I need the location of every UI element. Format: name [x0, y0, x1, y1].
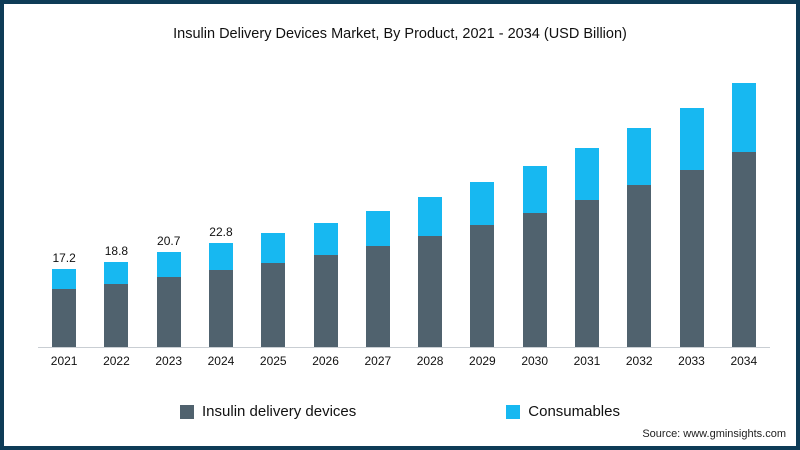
bar-segment-consumables — [574, 148, 599, 200]
bar-segment-consumables — [365, 211, 390, 246]
bar-segment-consumables — [522, 166, 547, 213]
devices-swatch-icon — [180, 404, 195, 419]
bar-stack — [208, 243, 233, 347]
chart-title: Insulin Delivery Devices Market, By Prod… — [173, 26, 627, 42]
bar-column — [404, 197, 456, 347]
bar-stack — [52, 269, 77, 347]
bar-segment-consumables — [156, 252, 181, 277]
bar-value-label: 22.8 — [209, 225, 233, 239]
bar-segment-devices — [418, 236, 443, 347]
year-label: 2025 — [259, 354, 287, 368]
bar-segment-consumables — [731, 83, 756, 152]
x-axis-labels: 2021 2022 2023 2024 2025 2026 2027 2028 2029 2030… — [38, 348, 770, 368]
bar-column: 17.2 — [38, 251, 90, 347]
legend-label-devices: Insulin delivery devices — [202, 403, 357, 420]
year-label: 2032 — [625, 354, 653, 368]
bar-segment-devices — [104, 284, 129, 347]
bar-segment-devices — [208, 270, 233, 347]
year-label: 2029 — [469, 354, 496, 368]
bar-column — [718, 83, 770, 347]
bar-segment-consumables — [679, 108, 704, 170]
legend-label-consumables: Consumables — [528, 403, 620, 420]
bar-column: 18.8 — [90, 244, 142, 347]
bar-stack — [418, 197, 443, 347]
year-label: 2033 — [678, 354, 705, 368]
bar-column — [613, 128, 665, 347]
bar-segment-devices — [522, 213, 547, 347]
legend: Insulin delivery devices Consumables — [4, 387, 796, 420]
plot-area: 17.2 18.8 20.7 22.8 — [38, 50, 770, 348]
year-label: 2030 — [521, 354, 549, 368]
year-label: 2021 — [50, 354, 78, 368]
bar-segment-consumables — [261, 233, 286, 263]
bar-stack — [574, 148, 599, 347]
bar-column: 22.8 — [195, 225, 247, 347]
year-label: 2031 — [573, 354, 601, 368]
bar-segment-devices — [731, 152, 756, 347]
bar-column — [561, 148, 613, 347]
bar-value-label: 20.7 — [157, 234, 181, 248]
bar-segment-consumables — [313, 223, 338, 255]
bar-segment-devices — [470, 225, 495, 347]
consumables-swatch-icon — [506, 404, 521, 419]
year-label: 2024 — [207, 354, 235, 368]
bar-stack — [522, 166, 547, 347]
bar-stack — [261, 233, 286, 347]
legend-item-consumables: Consumables — [506, 403, 620, 420]
bar-stack — [627, 128, 652, 347]
bar-segment-consumables — [52, 269, 77, 289]
bar-column: 20.7 — [143, 234, 195, 347]
bar-segment-devices — [574, 200, 599, 347]
bar-value-label: 18.8 — [104, 244, 129, 258]
bar-segment-devices — [627, 185, 652, 347]
bar-segment-consumables — [104, 262, 129, 284]
bar-stack — [104, 262, 129, 347]
bar-segment-consumables — [208, 243, 233, 270]
bar-segment-devices — [52, 289, 77, 347]
bar-segment-consumables — [470, 182, 495, 225]
bar-stack — [365, 211, 390, 347]
bar-column — [352, 211, 404, 347]
year-label: 2023 — [155, 354, 183, 368]
year-label: 2034 — [730, 354, 758, 368]
bar-stack — [679, 108, 704, 347]
chart-area: 17.2 18.8 20.7 22.8 2021 2022 2023 2024 2025 202… — [4, 50, 796, 387]
year-label: 2022 — [103, 354, 130, 368]
bar-stack — [313, 223, 338, 347]
bar-segment-devices — [313, 255, 338, 347]
year-label: 2028 — [416, 354, 444, 368]
bar-segment-devices — [365, 246, 390, 347]
bar-segment-devices — [261, 263, 286, 347]
bar-segment-devices — [156, 277, 181, 347]
legend-item-devices: Insulin delivery devices — [180, 403, 356, 420]
year-label: 2026 — [312, 354, 339, 368]
bar-column — [509, 166, 561, 347]
bar-segment-consumables — [627, 128, 652, 185]
bar-segment-consumables — [418, 197, 443, 236]
bar-column — [665, 108, 717, 347]
source-attribution: Source: www.gminsights.com — [642, 428, 786, 440]
year-label: 2027 — [364, 354, 392, 368]
bar-stack — [156, 252, 181, 347]
bar-column — [299, 223, 351, 347]
bar-value-label: 17.2 — [52, 251, 76, 265]
bar-segment-devices — [679, 170, 704, 347]
bar-column — [456, 182, 508, 347]
bar-stack — [731, 83, 756, 347]
bar-stack — [470, 182, 495, 347]
bar-column — [247, 233, 299, 347]
